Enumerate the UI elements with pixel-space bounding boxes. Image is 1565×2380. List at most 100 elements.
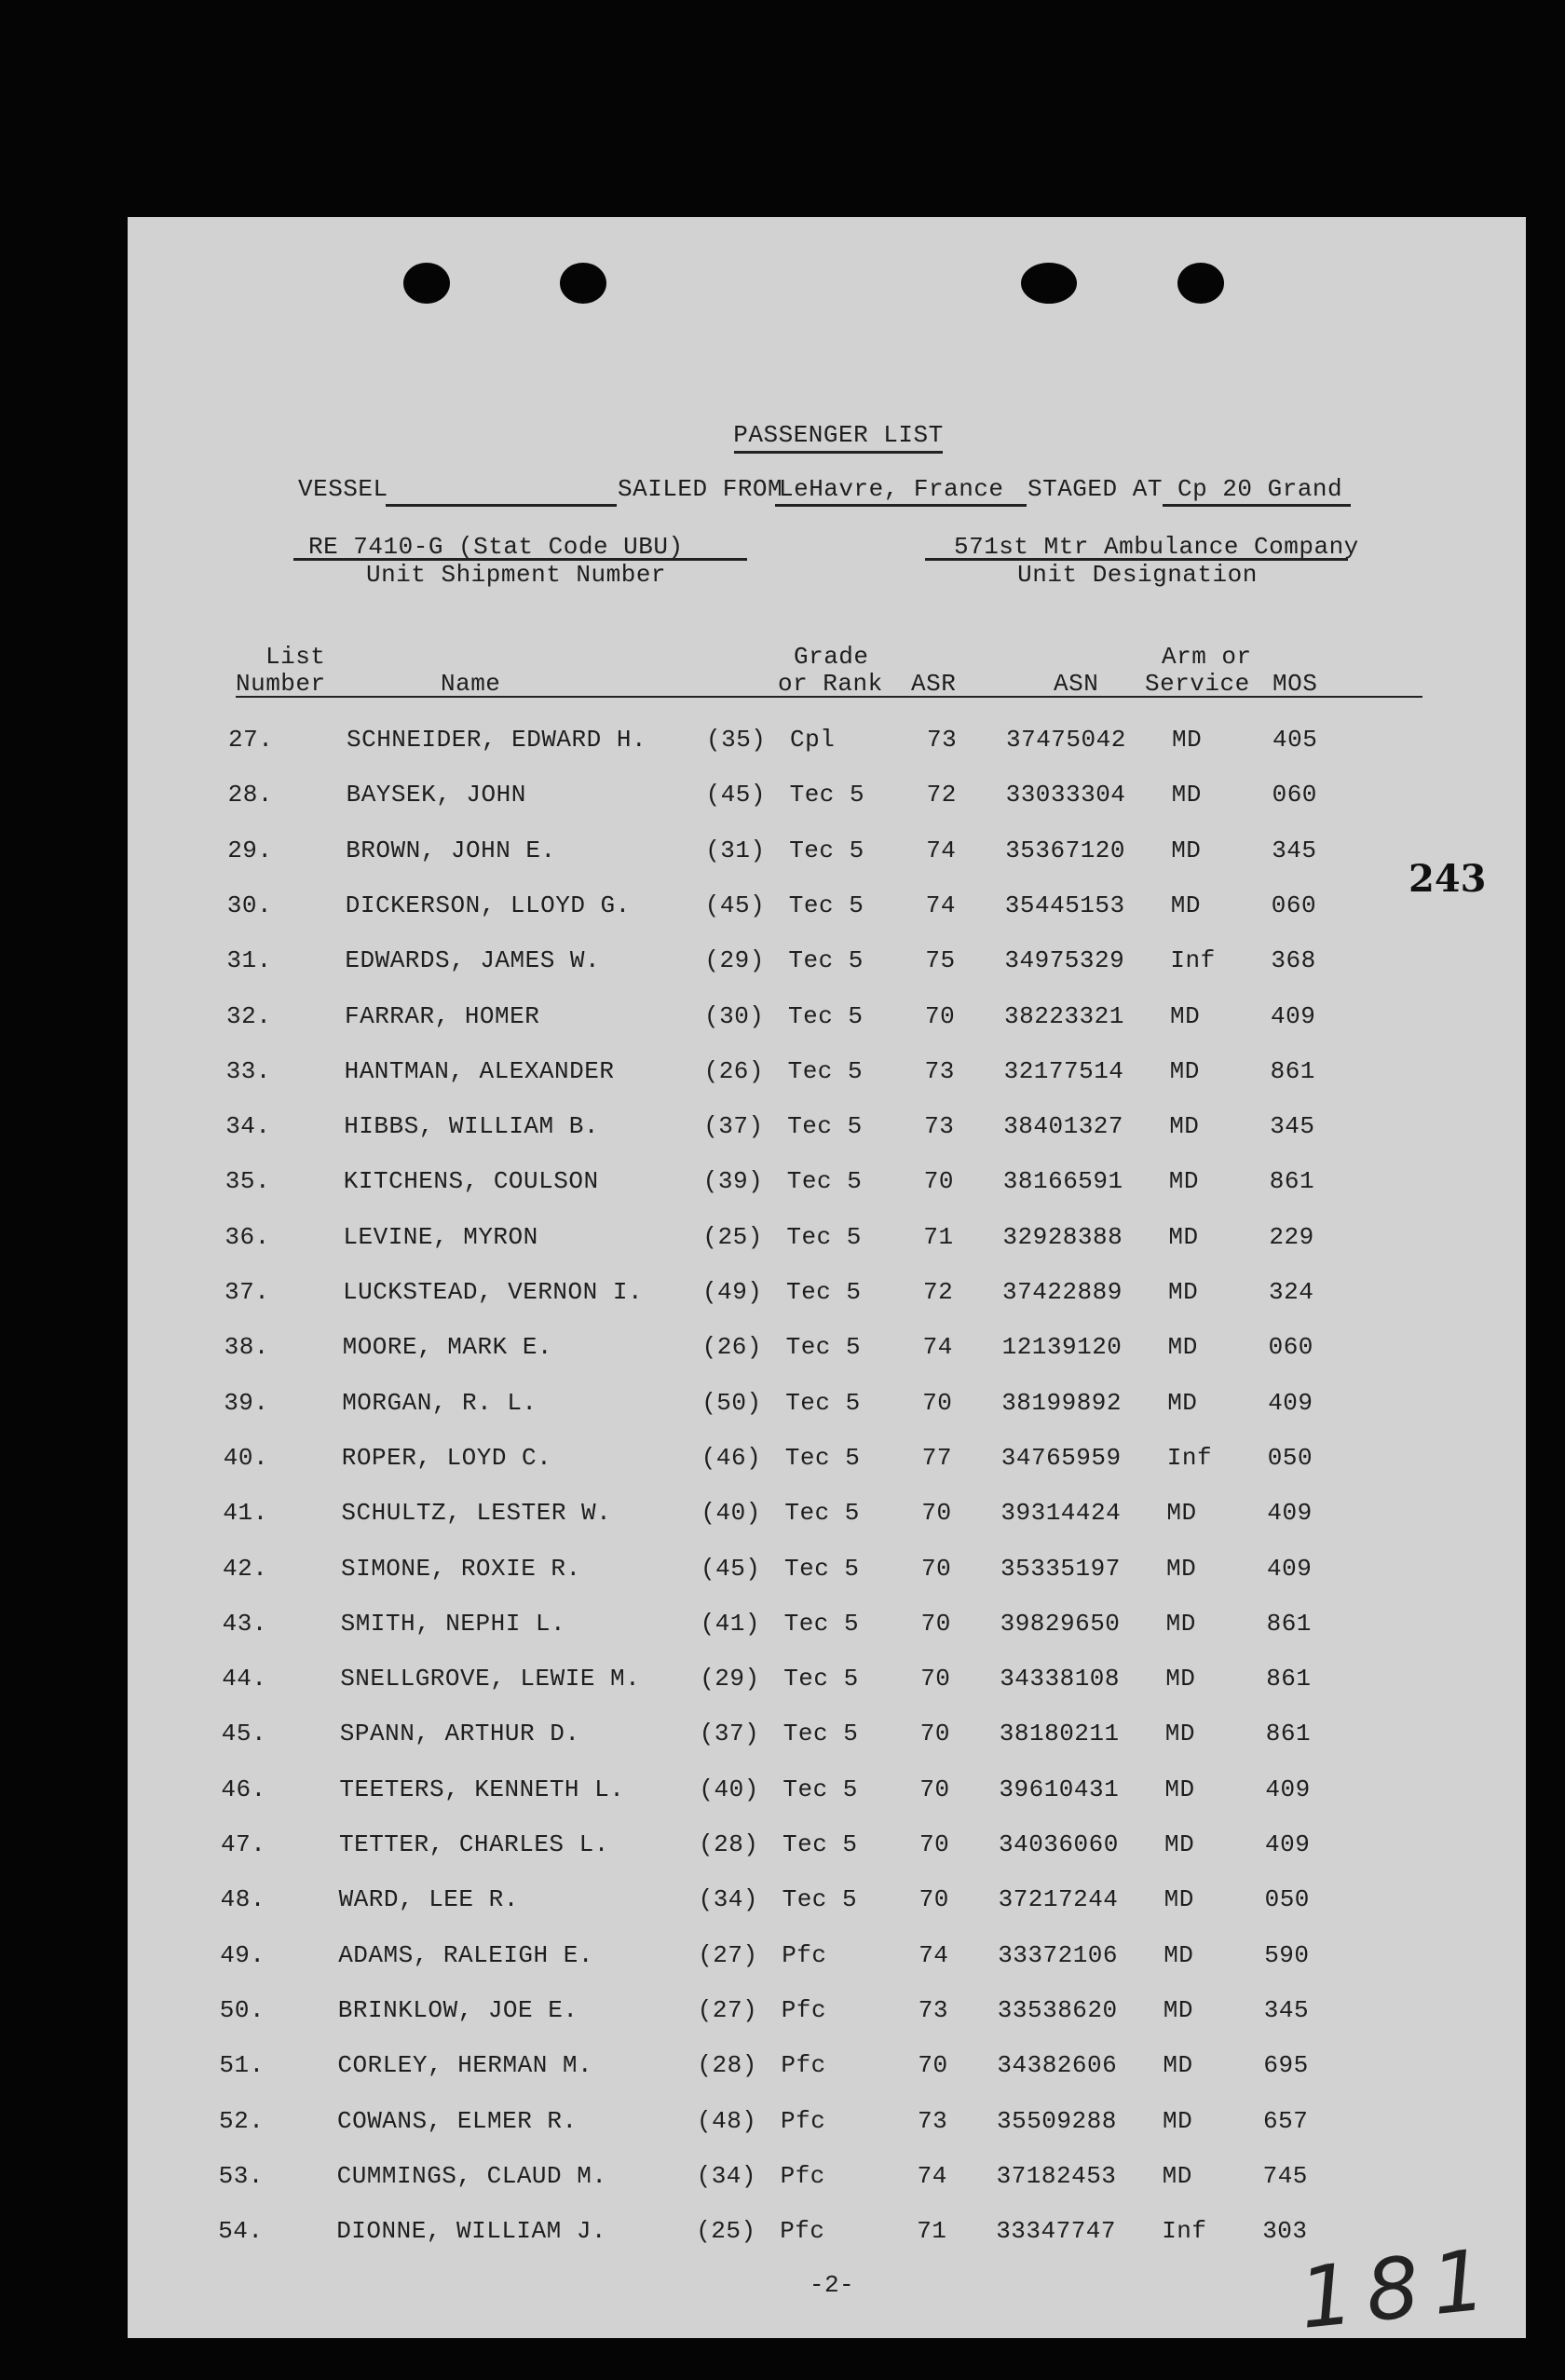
cell-grade: Tec 5	[782, 1830, 858, 1858]
cell-mos: 345	[1263, 1995, 1310, 2024]
header-underline	[236, 696, 1422, 698]
cell-name: COWANS, ELMER R.	[337, 2106, 578, 2135]
cell-arm: MD	[1170, 891, 1202, 919]
cell-arm: MD	[1166, 1499, 1197, 1528]
cell-num: 39.	[224, 1388, 269, 1417]
cell-arm: MD	[1168, 1167, 1200, 1196]
cell-name: DIONNE, WILLIAM J.	[336, 2217, 607, 2246]
cell-age: (37)	[703, 1112, 764, 1141]
cell-num: 29.	[227, 836, 273, 864]
cell-arm: MD	[1169, 1056, 1200, 1085]
cell-num: 31.	[226, 946, 272, 975]
page-title: PASSENGER LIST	[733, 421, 944, 449]
cell-asr: 70	[921, 1499, 952, 1528]
cell-asr: 70	[925, 1001, 956, 1030]
cell-num: 48.	[220, 1885, 265, 1914]
cell-name: TEETERS, KENNETH L.	[339, 1775, 625, 1803]
cell-num: 50.	[219, 1995, 265, 2024]
cell-mos: 409	[1265, 1830, 1311, 1858]
cell-arm: MD	[1164, 1885, 1194, 1914]
sailed-from-value: LeHavre, France	[779, 475, 1004, 503]
cell-arm: MD	[1169, 1112, 1200, 1141]
col-asn: ASN	[1054, 670, 1099, 698]
unit-shipment-number-label: Unit Shipment Number	[365, 561, 667, 589]
cell-mos: 303	[1262, 2217, 1308, 2246]
cell-name: CUMMINGS, CLAUD M.	[336, 2161, 607, 2190]
cell-age: (26)	[701, 1333, 763, 1362]
cell-arm: MD	[1165, 1609, 1196, 1638]
cell-grade: Tec 5	[784, 1554, 860, 1583]
cell-asn: 39829650	[1000, 1609, 1121, 1638]
cell-grade: Tec 5	[782, 1775, 858, 1803]
cell-asr: 74	[922, 1333, 953, 1362]
unit-shipment-underline	[293, 558, 747, 561]
cell-num: 32.	[226, 1001, 272, 1030]
col-list-number-2: Number	[236, 670, 326, 698]
cell-asr: 77	[921, 1443, 953, 1472]
cell-mos: 409	[1268, 1388, 1313, 1417]
cell-grade: Tec 5	[783, 1665, 859, 1693]
cell-grade: Tec 5	[787, 1056, 864, 1085]
cell-mos: 060	[1268, 1333, 1313, 1362]
cell-name: SPANN, ARTHUR D.	[339, 1720, 580, 1748]
cell-age: (45)	[704, 891, 766, 919]
cell-grade: Pfc	[780, 2161, 825, 2190]
cell-age: (26)	[703, 1056, 765, 1085]
cell-mos: 695	[1263, 2051, 1309, 2080]
cell-name: EDWARDS, JAMES W.	[345, 946, 601, 975]
cell-asr: 73	[927, 726, 958, 754]
cell-age: (27)	[698, 1940, 758, 1969]
cell-grade: Tec 5	[784, 1499, 860, 1528]
col-grade: Grade	[794, 643, 869, 671]
cell-grade: Tec 5	[785, 1333, 862, 1362]
cell-num: 40.	[223, 1443, 269, 1472]
cell-asn: 34036060	[999, 1830, 1119, 1858]
cell-num: 33.	[225, 1056, 271, 1085]
punch-hole	[1177, 263, 1224, 304]
cell-asr: 70	[919, 1720, 951, 1748]
cell-age: (40)	[699, 1775, 759, 1803]
cell-age: (45)	[705, 781, 767, 809]
cell-name: TETTER, CHARLES L.	[339, 1830, 609, 1858]
cell-arm: MD	[1165, 1665, 1196, 1693]
cell-age: (39)	[702, 1167, 764, 1196]
cell-grade: Tec 5	[788, 946, 864, 975]
cell-asr: 70	[919, 1830, 950, 1858]
document-page	[128, 217, 1526, 2338]
cell-asr: 74	[919, 1940, 949, 1969]
cell-asn: 33372106	[998, 1940, 1119, 1969]
cell-num: 43.	[222, 1609, 267, 1638]
cell-grade: Tec 5	[782, 1885, 858, 1914]
cell-num: 42.	[223, 1554, 268, 1583]
col-arm-2: Service	[1145, 670, 1250, 698]
cell-name: SCHNEIDER, EDWARD H.	[347, 726, 647, 754]
cell-num: 51.	[219, 2051, 265, 2080]
cell-grade: Tec 5	[783, 1609, 860, 1638]
cell-name: ADAMS, RALEIGH E.	[338, 1940, 593, 1969]
cell-asr: 73	[918, 2106, 948, 2135]
cell-num: 30.	[226, 891, 273, 919]
cell-num: 36.	[225, 1222, 270, 1251]
cell-age: (49)	[702, 1278, 763, 1306]
cell-arm: MD	[1168, 1222, 1199, 1251]
cell-asr: 70	[923, 1167, 955, 1196]
cell-mos: 060	[1272, 781, 1317, 809]
cell-asr: 74	[926, 836, 957, 864]
cell-name: WARD, LEE R.	[338, 1885, 519, 1914]
punch-hole	[560, 263, 606, 304]
cell-name: MORGAN, R. L.	[342, 1388, 538, 1417]
cell-num: 46.	[221, 1775, 266, 1803]
cell-asn: 34382606	[997, 2051, 1118, 2080]
cell-grade: Pfc	[781, 1995, 827, 2024]
cell-asr: 70	[922, 1388, 953, 1417]
cell-arm: Inf	[1170, 946, 1216, 975]
cell-age: (28)	[697, 2051, 757, 2080]
cell-arm: MD	[1163, 1995, 1194, 2024]
cell-asr: 73	[918, 1995, 949, 2024]
cell-asr: 75	[925, 946, 956, 975]
cell-mos: 409	[1267, 1499, 1313, 1528]
cell-asr: 70	[919, 1885, 949, 1914]
cell-arm: MD	[1163, 2051, 1193, 2080]
cell-grade: Tec 5	[786, 1167, 863, 1196]
unit-shipment-number-value: RE 7410-G (Stat Code UBU)	[308, 533, 684, 561]
